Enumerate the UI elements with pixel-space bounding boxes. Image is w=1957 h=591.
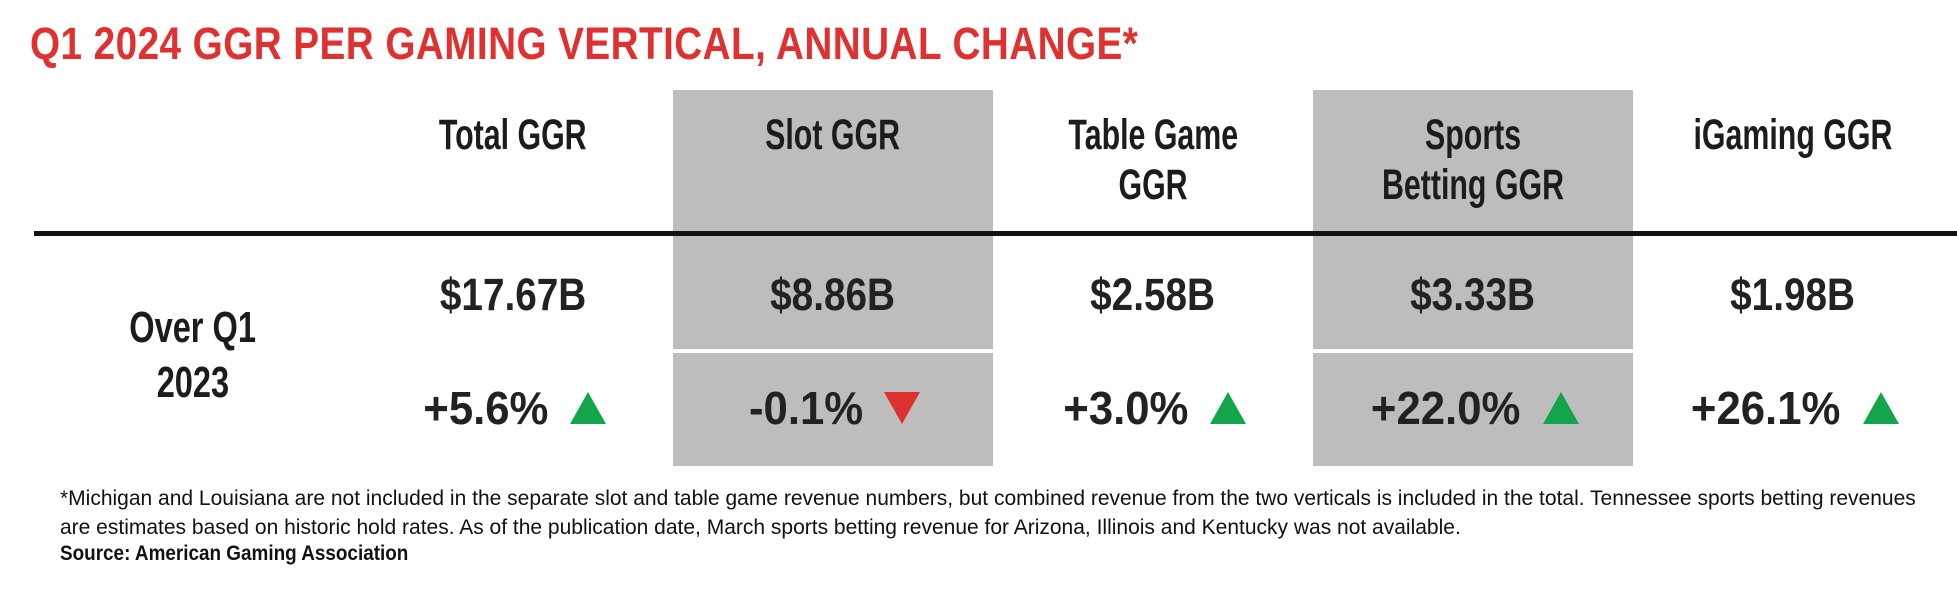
up-arrow-icon bbox=[1542, 392, 1579, 424]
up-arrow-icon bbox=[1862, 392, 1899, 424]
row-separator-slot bbox=[673, 349, 993, 353]
source-note: Source: American Gaming Association bbox=[60, 542, 409, 565]
row-label: Over Q1 2023 bbox=[129, 303, 256, 407]
value-sports-betting: $3.33B bbox=[1410, 269, 1536, 320]
value-total: $17.67B bbox=[439, 269, 587, 320]
shaded-column-sports bbox=[1313, 90, 1633, 466]
shaded-column-slot bbox=[673, 90, 993, 466]
change-sports-betting: +22.0% bbox=[1313, 363, 1633, 453]
column-header-sports-betting: Sports Betting GGR bbox=[1381, 111, 1565, 209]
change-igaming: +26.1% bbox=[1633, 363, 1953, 453]
row-separator-sports bbox=[1313, 349, 1633, 353]
footnote: *Michigan and Louisiana are not included… bbox=[60, 487, 1916, 539]
column-header-igaming: iGaming GGR bbox=[1693, 111, 1893, 159]
value-igaming: $1.98B bbox=[1730, 269, 1856, 320]
change-total: +5.6% bbox=[353, 363, 673, 453]
up-arrow-icon bbox=[569, 392, 606, 424]
change-table-game: +3.0% bbox=[993, 363, 1313, 453]
value-table-game: $2.58B bbox=[1090, 269, 1216, 320]
value-slot: $8.86B bbox=[770, 269, 896, 320]
header-divider bbox=[34, 231, 1957, 236]
chart-title: Q1 2024 GGR PER GAMING VERTICAL, ANNUAL … bbox=[30, 18, 1139, 69]
column-header-table-game: Table Game GGR bbox=[1068, 111, 1238, 209]
up-arrow-icon bbox=[1209, 392, 1246, 424]
change-slot: -0.1% bbox=[673, 363, 993, 453]
column-header-total: Total GGR bbox=[439, 111, 587, 159]
down-arrow-icon bbox=[884, 392, 921, 424]
column-header-slot: Slot GGR bbox=[765, 111, 901, 159]
